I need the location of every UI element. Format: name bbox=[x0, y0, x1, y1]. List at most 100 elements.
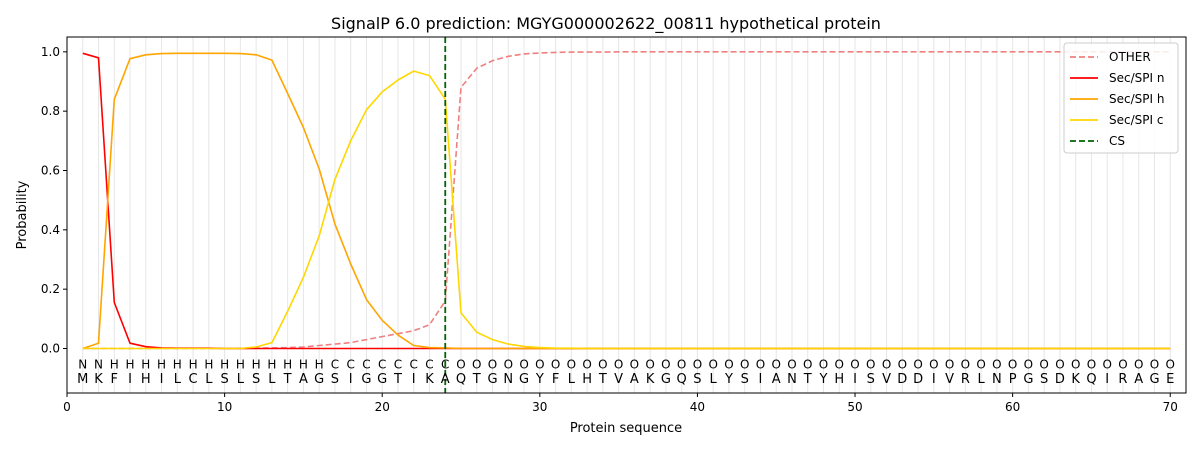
sequence-residue: A bbox=[630, 372, 639, 387]
sequence-residue: A bbox=[441, 372, 450, 387]
chart-title: SignalP 6.0 prediction: MGYG000002622_00… bbox=[331, 14, 881, 34]
residue-label: C bbox=[362, 357, 370, 371]
residue-label: O bbox=[898, 357, 907, 371]
residue-label: O bbox=[913, 357, 922, 371]
x-tick-label: 50 bbox=[847, 400, 862, 414]
residue-label: O bbox=[504, 357, 513, 371]
residue-label: O bbox=[693, 357, 702, 371]
residue-label: O bbox=[567, 357, 576, 371]
residue-label: O bbox=[929, 357, 938, 371]
residue-label: H bbox=[204, 357, 213, 371]
residue-label: O bbox=[866, 357, 875, 371]
residue-label: O bbox=[598, 357, 607, 371]
y-tick-label: 0.8 bbox=[41, 104, 60, 118]
sequence-residue: P bbox=[1009, 372, 1017, 387]
sequence-residue: T bbox=[598, 372, 607, 387]
sequence-residue: T bbox=[803, 372, 812, 387]
residue-label: O bbox=[1102, 357, 1111, 371]
residue-label: O bbox=[456, 357, 465, 371]
sequence-residue: K bbox=[94, 372, 103, 387]
sequence-residue: C bbox=[189, 372, 198, 387]
sequence-residue: E bbox=[1166, 372, 1174, 387]
residue-label: O bbox=[819, 357, 828, 371]
sequence-residue: V bbox=[882, 372, 891, 387]
legend-box bbox=[1063, 42, 1179, 154]
sequence-residue: S bbox=[252, 372, 260, 387]
series-line-sec-spi-c bbox=[82, 70, 1171, 350]
residue-label: O bbox=[1150, 357, 1159, 371]
residue-label: C bbox=[331, 357, 339, 371]
sequence-residue: A bbox=[1134, 372, 1143, 387]
sequence-residue: F bbox=[111, 372, 118, 387]
residue-label: H bbox=[141, 357, 150, 371]
sequence-residue: Y bbox=[535, 372, 544, 387]
sequence-residue: S bbox=[693, 372, 701, 387]
sequence-residue: L bbox=[977, 372, 985, 387]
sequence-residue: G bbox=[314, 372, 324, 387]
residue-label: O bbox=[992, 357, 1001, 371]
sequence-residue: D bbox=[913, 372, 923, 387]
sequence-residue: G bbox=[519, 372, 529, 387]
sequence-residue: L bbox=[237, 372, 245, 387]
residue-label: O bbox=[535, 357, 544, 371]
x-tick-label: 30 bbox=[532, 400, 547, 414]
sequence-residue: T bbox=[283, 372, 292, 387]
sequence-residue: H bbox=[834, 372, 844, 387]
sequence-residue: H bbox=[582, 372, 592, 387]
sequence-residue: L bbox=[174, 372, 182, 387]
residue-label: H bbox=[299, 357, 308, 371]
sequence-residue: G bbox=[1149, 372, 1159, 387]
residue-label: O bbox=[1087, 357, 1096, 371]
residue-label: H bbox=[283, 357, 292, 371]
y-axis-label: Probability bbox=[15, 180, 30, 249]
sequence-residue: S bbox=[867, 372, 875, 387]
residue-label: O bbox=[724, 357, 733, 371]
legend-label: Sec/SPI c bbox=[1109, 113, 1163, 127]
residue-label: O bbox=[835, 357, 844, 371]
sequence-residue: I bbox=[412, 372, 416, 387]
residue-label: H bbox=[236, 357, 245, 371]
residue-label: O bbox=[1055, 357, 1064, 371]
residue-label: C bbox=[441, 357, 449, 371]
legend: OTHER Sec/SPI n Sec/SPI h Sec/SPI c CS bbox=[1063, 42, 1179, 154]
sequence-residue: G bbox=[361, 372, 371, 387]
plot-frame bbox=[66, 36, 1187, 394]
x-tick-label: 20 bbox=[375, 400, 390, 414]
series-line-sec-spi-n bbox=[82, 52, 1171, 350]
x-tick-label: 60 bbox=[1005, 400, 1020, 414]
residue-label: O bbox=[630, 357, 639, 371]
residue-label: O bbox=[1134, 357, 1143, 371]
residue-label: H bbox=[110, 357, 119, 371]
residue-label: O bbox=[803, 357, 812, 371]
x-tick-label: 70 bbox=[1163, 400, 1178, 414]
sequence-residue: G bbox=[487, 372, 497, 387]
residue-label: C bbox=[346, 357, 354, 371]
residue-label: O bbox=[582, 357, 591, 371]
sequence-residue: N bbox=[787, 372, 797, 387]
residue-label: O bbox=[645, 357, 654, 371]
y-tick-label: 0.2 bbox=[41, 282, 60, 296]
residue-label: O bbox=[1118, 357, 1127, 371]
sequence-residue: D bbox=[1055, 372, 1065, 387]
sequence-residue: G bbox=[661, 372, 671, 387]
residue-label: O bbox=[488, 357, 497, 371]
sequence-residue: N bbox=[503, 372, 513, 387]
legend-label: Sec/SPI h bbox=[1109, 92, 1164, 106]
sequence-residue: S bbox=[741, 372, 749, 387]
residue-label: H bbox=[267, 357, 276, 371]
sequence-residue: Q bbox=[456, 372, 466, 387]
residue-label: O bbox=[1024, 357, 1033, 371]
sequence-residue: I bbox=[349, 372, 353, 387]
residue-label: O bbox=[614, 357, 623, 371]
sequence-residue: R bbox=[961, 372, 970, 387]
sequence-residue: S bbox=[220, 372, 228, 387]
residue-label: H bbox=[220, 357, 229, 371]
sequence-residue: F bbox=[552, 372, 559, 387]
residue-label: H bbox=[126, 357, 135, 371]
sequence-residue: M bbox=[77, 372, 88, 387]
residue-label: O bbox=[976, 357, 985, 371]
residue-label: H bbox=[173, 357, 182, 371]
residue-label: H bbox=[315, 357, 324, 371]
sequence-residue: N bbox=[992, 372, 1002, 387]
